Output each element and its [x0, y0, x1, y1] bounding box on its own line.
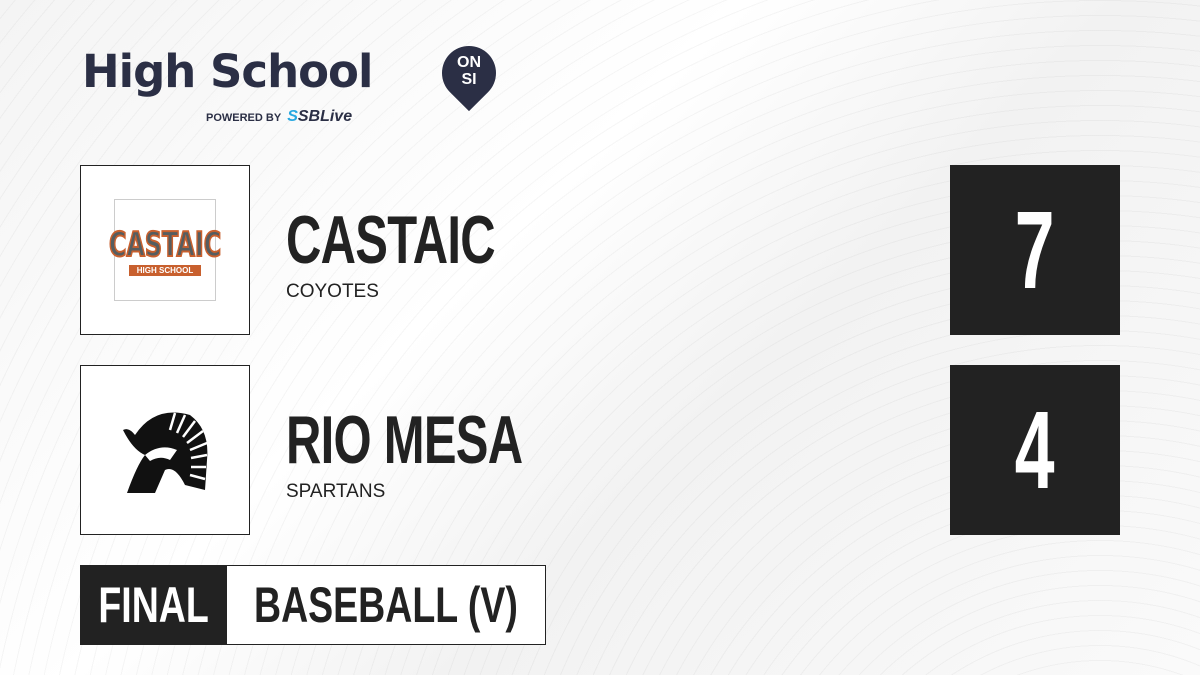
powered-by-label: POWERED BY — [206, 112, 282, 124]
sport-text: BASEBALL (V) — [254, 577, 518, 633]
team-name: RIO MESA — [286, 402, 523, 478]
team-mascot: SPARTANS — [286, 481, 386, 502]
castaic-logo: CASTAIC HIGH SCHOOL — [108, 199, 222, 301]
game-status-bar: FINAL BASEBALL (V) — [80, 565, 546, 645]
team-row-away: RIO MESA SPARTANS 4 — [80, 365, 1120, 535]
team-name: CASTAIC — [286, 202, 496, 278]
team-logo: CASTAIC HIGH SCHOOL — [80, 165, 250, 335]
badge-bottom: SI — [461, 71, 477, 88]
badge-top: ON — [457, 54, 481, 71]
spartan-helmet-icon — [123, 412, 208, 493]
team-mascot: COYOTES — [286, 281, 379, 302]
sblive-logo: SSBLive — [287, 108, 352, 125]
status-badge: FINAL — [81, 566, 227, 644]
team-score: 7 — [950, 165, 1120, 335]
sport-label: BASEBALL (V) — [227, 566, 545, 644]
logo-subtext: HIGH SCHOOL — [128, 264, 202, 276]
status-text: FINAL — [98, 577, 210, 633]
team-logo — [80, 365, 250, 535]
team-score: 4 — [950, 365, 1120, 535]
brand-title: High School — [82, 45, 373, 98]
sblive-text: SBLive — [297, 108, 353, 125]
powered-by: POWERED BY SSBLive — [206, 108, 352, 126]
team-row-home: CASTAIC HIGH SCHOOL CASTAIC COYOTES 7 — [80, 165, 1120, 335]
sblive-mark: S — [287, 108, 298, 125]
pin-badge: ON SI — [442, 54, 496, 88]
score-value: 4 — [1015, 388, 1055, 512]
logo-text: CASTAIC — [108, 224, 222, 266]
high-school-on-si-logo: High School ON SI POWERED BY SSBLive — [82, 34, 508, 125]
score-value: 7 — [1015, 188, 1055, 312]
